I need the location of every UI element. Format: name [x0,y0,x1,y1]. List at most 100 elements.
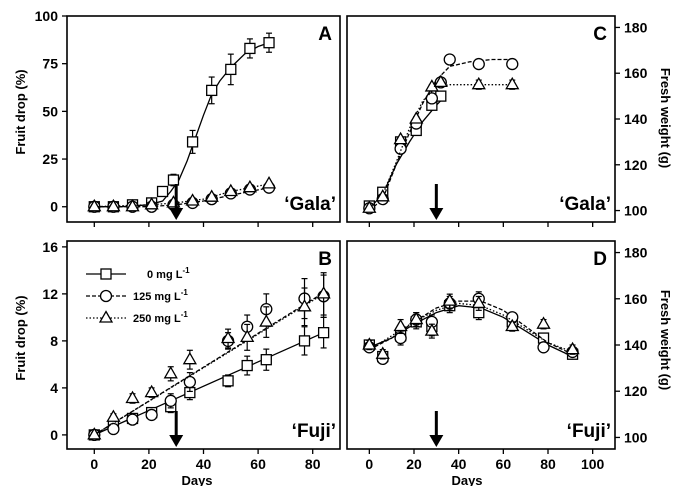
treatment-arrow-head [429,208,444,220]
y-tick-label: 25 [42,151,58,167]
data-point-triangle [185,193,200,206]
data-point-square [225,63,237,76]
y-tick-label: 75 [42,56,58,72]
panel-b: 0 20 40 60 80 0 4 8 12 16 B ‘Fuji’ [42,239,341,472]
y-tick-label: 100 [35,8,59,24]
data-point-triangle [362,200,377,213]
x-tick-label: 0 [365,456,373,472]
data-point-triangle [106,198,121,212]
panel-c: 100 120 140 160 180 C ‘Gala’ [346,15,648,227]
data-point-triangle [259,314,274,327]
cultivar-label: ‘Fuji’ [567,421,611,442]
legend-label-125mg: 125 mg L-1 [133,288,188,303]
data-point-circle [425,92,439,105]
data-point-triangle [442,293,457,306]
y-tick-label: 120 [624,383,648,399]
x-tick-label: 80 [540,456,556,472]
x-tick-label: 60 [250,456,266,472]
y-tick-label: 100 [624,203,648,219]
legend-label-250mg: 250 mg L-1 [133,310,188,325]
data-point-circle [506,57,519,71]
panel-letter: A [318,24,332,45]
y-tick-label: 180 [624,19,648,35]
panel-d: 0 20 40 60 80 100 100 120 140 160 180 D ‘Fuji’ [346,240,648,472]
data-point-triangle [393,131,408,145]
data-point-triangle [242,179,258,193]
data-point-triangle [505,76,520,90]
data-point-circle [394,142,407,155]
legend-marker-square [100,268,112,280]
y-axis-title-top-right: Fresh weight (g) [658,68,673,168]
x-tick-label: 20 [141,456,157,472]
y-tick-label: 180 [624,245,648,261]
y-tick-label: 16 [42,239,58,255]
panel-letter: C [593,24,607,45]
cultivar-label: ‘Gala’ [559,194,611,215]
data-point-triangle [125,390,140,404]
data-point-circle [183,375,197,389]
data-point-square [241,359,253,372]
legend: 0 mg L-1 125 mg L-1 250 mg L-1 [86,266,190,325]
y-axis-title-top-left: Fruit drop (%) [13,69,28,154]
data-point-square [167,174,180,186]
data-point-triangle [424,323,439,336]
series-line-triangle [368,84,513,209]
y-tick-label: 140 [624,337,648,353]
y-tick-label: 160 [624,291,648,307]
data-point-triangle [125,198,140,212]
y-tick-label: 12 [42,286,58,302]
x-tick-label: 100 [581,456,605,472]
x-tick-label: 40 [451,456,467,472]
x-tick-label: 60 [496,456,512,472]
panel-letter: B [318,249,332,270]
data-point-square [317,327,330,339]
panel-a: 0 25 50 75 100 A ‘Gala’ [35,8,341,227]
panel-letter: D [593,249,607,270]
series-line-square [94,42,270,208]
data-point-triangle [536,316,551,329]
data-point-circle [394,331,407,345]
y-tick-label: 120 [624,157,648,173]
data-point-triangle [144,197,159,210]
y-tick-label: 50 [42,103,58,119]
data-point-triangle [505,318,520,332]
data-point-triangle [240,329,255,343]
data-point-square [260,354,272,366]
x-axis-title-right: Days [451,473,482,486]
cultivar-label: ‘Fuji’ [292,421,336,442]
data-point-triangle [163,365,178,379]
data-point-triangle [220,330,236,344]
data-point-triangle [144,384,159,398]
data-point-triangle [106,409,121,422]
data-point-circle [145,408,158,422]
legend-marker-circle [99,289,113,303]
data-point-triangle [375,346,390,359]
data-point-triangle [204,189,219,202]
data-point-triangle [297,298,312,312]
treatment-arrow-head [169,435,184,447]
x-tick-label: 80 [305,456,321,472]
data-point-square [206,84,218,97]
data-point-square [263,37,275,49]
panel-a-frame [66,15,341,223]
data-point-triangle [362,337,377,350]
data-point-square [186,136,199,148]
data-point-triangle [87,198,102,212]
data-point-square [298,335,311,347]
data-point-triangle [375,189,390,202]
y-axis-title-bottom-left: Fruit drop (%) [13,295,28,380]
y-tick-label: 8 [50,333,58,349]
data-point-triangle [565,341,580,355]
x-tick-label: 40 [196,456,212,472]
data-point-triangle [471,76,486,90]
data-point-square [222,375,234,387]
data-point-triangle [316,286,331,299]
data-point-triangle [409,111,424,124]
data-point-triangle [409,311,424,325]
data-point-square [156,185,169,198]
data-point-circle [443,53,456,66]
cultivar-label: ‘Gala’ [284,194,336,215]
x-tick-label: 20 [406,456,422,472]
data-point-circle [164,394,177,407]
